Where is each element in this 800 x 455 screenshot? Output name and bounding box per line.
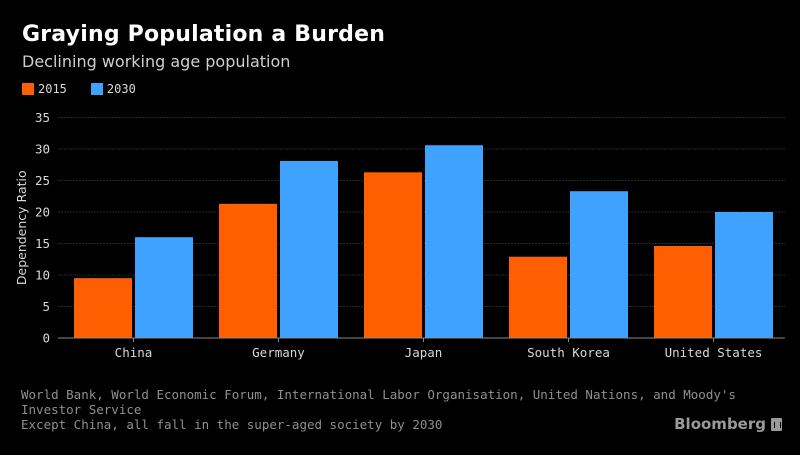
bar-2015-japan [364,172,422,338]
footer: World Bank, World Economic Forum, Intern… [21,387,761,432]
y-axis-label: Dependency Ratio [14,170,29,285]
bar-2030-south-korea [570,191,628,338]
bar-2015-south-korea [509,256,567,338]
y-tick-label: 30 [35,142,50,157]
x-tick-label: United States [665,345,763,360]
legend-item-2030: 2030 [90,82,136,96]
bar-2015-germany [219,203,277,338]
bar-2015-china [74,278,132,338]
legend-swatch-2015 [22,83,34,95]
legend-label-2030: 2030 [106,82,136,96]
x-tick-label: Japan [405,345,443,360]
chart-title: Graying Population a Burden [22,22,386,47]
y-tick-label: 20 [35,205,50,220]
y-tick-label: 25 [35,173,50,188]
bar-2030-japan [425,145,483,338]
brand-logo: Bloomberg [674,415,782,433]
bar-2030-united-states [715,212,773,338]
brand-name: Bloomberg [674,415,766,433]
legend: 2015 2030 [22,82,160,96]
y-tick-label: 15 [35,236,50,251]
source-text: World Bank, World Economic Forum, Intern… [21,387,736,417]
x-tick-label: China [115,345,153,360]
footnote-text: Except China, all fall in the super-aged… [21,417,443,432]
bar-2030-china [135,237,193,338]
bloomberg-terminal-icon [771,417,782,431]
y-tick-label: 5 [42,299,50,314]
legend-item-2015: 2015 [22,82,67,96]
bar-chart: 0 5 10 15 20 25 30 35 Dependency Ratio China Germa… [14,110,785,360]
x-tick-label: South Korea [527,345,610,360]
y-tick-label: 35 [35,110,50,125]
x-tick-label: Germany [252,345,305,360]
y-tick-label: 10 [35,268,50,283]
y-tick-label: 0 [42,331,50,346]
legend-swatch-2030 [90,83,103,95]
bar-2015-united-states [654,246,712,338]
chart-subtitle: Declining working age population [22,52,291,71]
legend-label-2015: 2015 [38,82,67,96]
bar-2030-germany [280,160,338,338]
